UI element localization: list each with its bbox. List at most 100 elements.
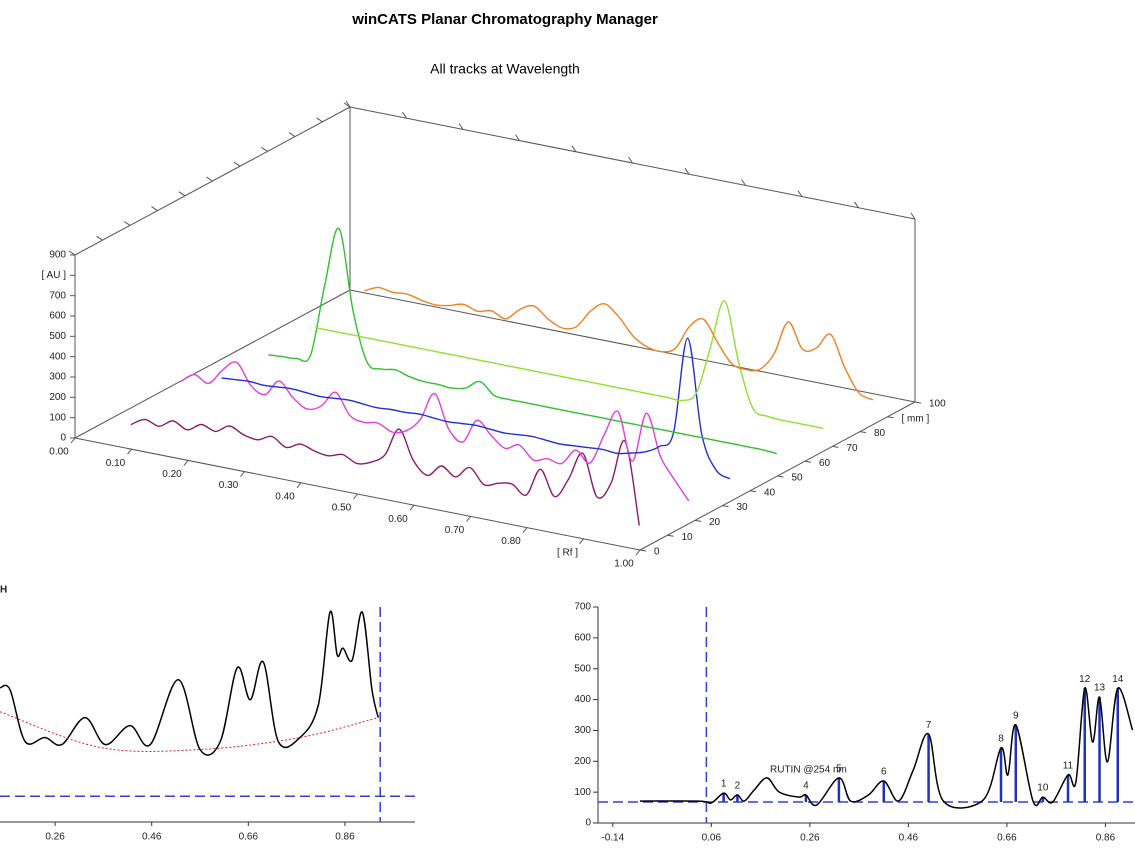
z-tick [96, 235, 103, 241]
chart-label: H [0, 585, 7, 596]
z-tick-label: 100 [929, 399, 946, 410]
peak-label: 4 [803, 781, 809, 792]
x-tick [458, 123, 464, 130]
x-tick [571, 145, 577, 153]
x-tick-label: 0.80 [501, 536, 521, 547]
z-tick [667, 534, 674, 537]
z-tick-label: 50 [792, 473, 804, 484]
track-line [130, 418, 640, 526]
y-tick-label: 500 [574, 663, 591, 674]
annotation: RUTIN @254 nm [770, 765, 847, 776]
x-tick [466, 516, 471, 522]
z-tick [777, 475, 784, 478]
z-tick [68, 250, 76, 256]
x-tick-label: 0.10 [106, 458, 126, 469]
x-tick-label: [ Rf ] [557, 547, 578, 558]
x-tick [741, 179, 746, 186]
x-tick-label: 0.86 [335, 832, 355, 843]
z-tick [832, 445, 839, 448]
x-tick-label: 0.86 [1096, 833, 1116, 844]
z-tick-label: 0 [654, 547, 660, 558]
z-tick [178, 191, 186, 197]
x-tick-label: 0.50 [332, 503, 352, 514]
y-tick-label: 300 [574, 725, 591, 736]
z-tick [316, 117, 323, 123]
peak-label: 1 [721, 779, 727, 790]
z-tick-label: 10 [682, 532, 694, 543]
z-tick-label: 40 [764, 487, 776, 498]
z-tick [887, 416, 894, 419]
chart-subtitle: All tracks at Wavelength [430, 61, 580, 77]
trace-line [0, 711, 379, 752]
peak-label: 10 [1037, 783, 1049, 794]
track-line [314, 300, 824, 430]
x-tick-label: 0.46 [899, 833, 919, 844]
peak-label: 11 [1063, 761, 1074, 772]
peak-label: 12 [1079, 674, 1091, 685]
peak-label: 8 [998, 734, 1004, 745]
x-tick [183, 460, 189, 466]
peak-label: 13 [1094, 683, 1106, 694]
frame-line [349, 289, 916, 403]
x-tick-label: 0.46 [142, 832, 162, 843]
x-tick [402, 111, 407, 119]
x-tick [910, 212, 916, 220]
x-tick [296, 482, 302, 489]
x-tick-label: 0.40 [275, 491, 295, 502]
y-tick-label: 600 [49, 311, 66, 322]
x-tick-label: -0.14 [601, 833, 624, 844]
frame-line [74, 289, 351, 439]
y-tick-label: 400 [49, 351, 66, 362]
z-tick [233, 161, 241, 167]
z-tick [694, 519, 702, 522]
y-tick-label: 200 [49, 392, 66, 403]
x-tick [684, 167, 690, 175]
y-tick-label: 100 [574, 787, 591, 798]
z-tick-label: 70 [847, 443, 859, 454]
x-tick [127, 448, 132, 455]
z-tick-label: 60 [819, 458, 831, 469]
y-tick-label: 0 [60, 433, 66, 444]
z-tick [206, 176, 213, 182]
y-tick-label: 900 [49, 250, 66, 261]
x-tick [240, 471, 245, 477]
y-tick-label: 700 [574, 602, 591, 613]
x-tick [579, 538, 584, 545]
x-tick [353, 493, 358, 500]
x-tick-label: 1.00 [614, 559, 634, 570]
x-tick [854, 201, 859, 209]
x-tick-label: 0.26 [45, 832, 65, 843]
x-tick-label: 0.70 [445, 525, 465, 536]
x-tick-label: 0.66 [997, 833, 1017, 844]
x-tick [635, 549, 641, 556]
y-tick-label: 700 [49, 290, 66, 301]
y-tick-label: 300 [49, 372, 66, 383]
x-tick-label: 0.60 [388, 514, 408, 525]
z-tick-label: 80 [874, 428, 886, 439]
peak-label: 6 [881, 767, 887, 778]
peak-label: 9 [1013, 711, 1019, 722]
x-tick [70, 437, 76, 444]
x-tick [515, 134, 520, 141]
trace-line [0, 610, 380, 756]
z-tick [804, 460, 812, 463]
z-tick-label: 30 [737, 502, 749, 513]
z-tick [639, 549, 647, 552]
peak-label: 5 [836, 764, 842, 775]
y-tick-label: 600 [574, 632, 591, 643]
y-tick-label: 200 [574, 756, 591, 767]
y-tick-label: 100 [49, 412, 66, 423]
track-line [364, 286, 874, 401]
z-tick [151, 206, 158, 212]
x-tick-label: 0.06 [702, 833, 722, 844]
z-tick [261, 146, 268, 152]
z-tick [722, 505, 729, 508]
track-line [179, 361, 690, 502]
y-tick-label: 400 [574, 694, 591, 705]
peak-label: 14 [1112, 674, 1124, 685]
z-tick-label: 20 [709, 517, 721, 528]
z-tick [343, 102, 351, 108]
x-tick-label: 0.66 [239, 832, 259, 843]
x-tick [797, 190, 803, 197]
